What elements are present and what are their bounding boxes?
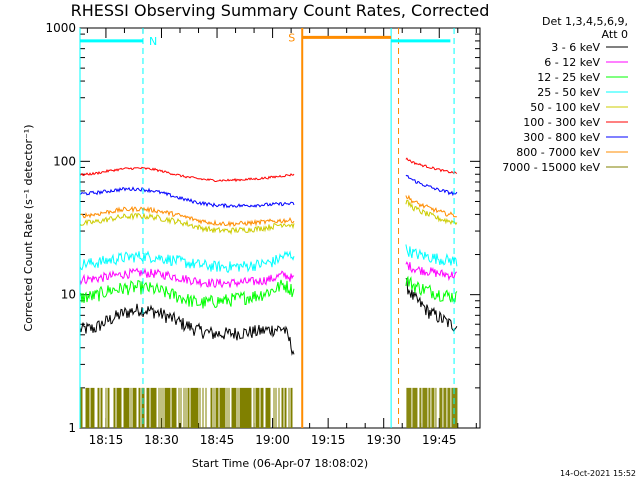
series-25-50-kev-line: [405, 244, 458, 267]
y-tick-label: 10: [61, 288, 76, 302]
y-tick-label: 100: [53, 154, 76, 168]
axes-layer: 1 10 100 1000 18:15 18:30 18:45 19:00 19:15 19:30…: [45, 21, 481, 447]
series-3-6-kev-line: [405, 277, 458, 333]
legend-header: Det 1,3,4,5,6,9,: [542, 15, 628, 28]
series-100-300-kev-line: [405, 157, 458, 175]
legend: Det 1,3,4,5,6,9,Att 03 - 6 keV 6 - 12 keV…: [502, 15, 628, 174]
legend-label: 50 - 100 keV: [530, 101, 600, 114]
legend-label: 25 - 50 keV: [537, 86, 600, 99]
plot-frame: [79, 27, 481, 429]
x-axis-label: Start Time (06-Apr-07 18:08:02): [192, 457, 368, 470]
series-3-6-kev-line: [79, 303, 295, 356]
series-50-100-kev-line: [405, 199, 458, 226]
series-layer: [79, 157, 458, 428]
x-tick-label: 19:15: [311, 433, 346, 447]
legend-label: 12 - 25 keV: [537, 71, 600, 84]
series-50-100-kev-line: [79, 212, 295, 236]
legend-label: 6 - 12 keV: [544, 56, 600, 69]
x-tick-label: 18:15: [89, 433, 124, 447]
series-300-800-kev-line: [79, 186, 295, 209]
series-800-7000-kev-line: [79, 205, 295, 228]
chart-title: RHESSI Observing Summary Count Rates, Co…: [71, 1, 490, 20]
series-12-25-kev-line: [79, 279, 295, 309]
footer-timestamp: 14-Oct-2021 15:52: [560, 469, 636, 478]
night-bar-label: N: [149, 35, 157, 48]
legend-label: 100 - 300 keV: [523, 116, 600, 129]
series-800-7000-kev-line: [405, 194, 457, 218]
series-100-300-kev-line: [79, 166, 295, 183]
series-300-800-kev-line: [405, 174, 458, 197]
series-6-12-kev-line: [405, 261, 457, 282]
legend-label: 7000 - 15000 keV: [502, 161, 600, 174]
x-tick-label: 19:45: [422, 433, 457, 447]
legend-label: 800 - 7000 keV: [516, 146, 600, 159]
saa-bar-label: S: [288, 31, 295, 44]
y-tick-label: 1: [68, 421, 76, 435]
series-6-12-kev-line: [79, 267, 295, 289]
x-tick-label: 18:45: [200, 433, 235, 447]
x-tick-label: 18:30: [144, 433, 179, 447]
x-tick-label: 19:00: [255, 433, 290, 447]
y-axis-label: Corrected Count Rate (s⁻¹ detector⁻¹): [22, 125, 35, 332]
legend-label: 300 - 800 keV: [523, 131, 600, 144]
legend-header: Att 0: [602, 28, 628, 41]
x-tick-label: 19:30: [366, 433, 401, 447]
legend-label: 3 - 6 keV: [551, 41, 600, 54]
series-25-50-kev-line: [79, 250, 295, 274]
series-12-25-kev-line: [405, 275, 458, 303]
y-tick-label: 1000: [45, 21, 76, 35]
